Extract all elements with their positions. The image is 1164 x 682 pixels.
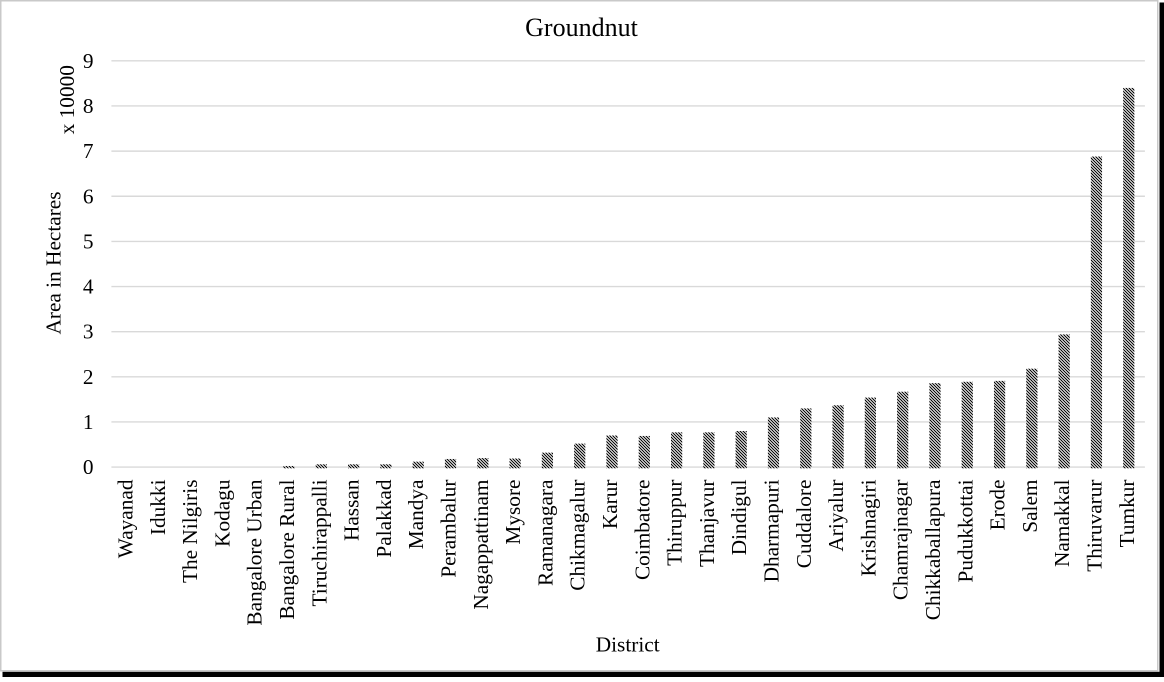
svg-text:Mandya: Mandya [404, 479, 428, 549]
svg-text:Dindigul: Dindigul [727, 479, 751, 555]
svg-text:Namakkal: Namakkal [1050, 479, 1074, 567]
svg-text:Thiruppur: Thiruppur [663, 480, 687, 566]
svg-text:Krishnagiri: Krishnagiri [856, 479, 880, 576]
svg-text:Cuddalore: Cuddalore [792, 480, 816, 569]
svg-text:Thanjavur: Thanjavur [695, 480, 719, 568]
svg-text:Coimbatore: Coimbatore [630, 480, 654, 581]
svg-text:Pudukkottai: Pudukkottai [953, 479, 977, 582]
svg-text:Chikkaballapura: Chikkaballapura [921, 479, 945, 620]
svg-text:Nagappattinam: Nagappattinam [469, 479, 493, 610]
svg-text:Area in Hectares: Area in Hectares [42, 191, 66, 334]
svg-text:Erode: Erode [986, 480, 1010, 531]
svg-text:Dharmapuri: Dharmapuri [759, 479, 783, 582]
svg-text:Wayanad: Wayanad [114, 479, 138, 558]
svg-text:2: 2 [83, 365, 94, 389]
svg-text:Groundnut: Groundnut [525, 13, 638, 42]
svg-text:Idukki: Idukki [146, 479, 170, 535]
svg-text:7: 7 [83, 139, 94, 163]
svg-text:x 10000: x 10000 [55, 65, 79, 134]
svg-text:0: 0 [83, 455, 94, 479]
svg-text:Tumkur: Tumkur [1115, 480, 1139, 548]
svg-text:3: 3 [83, 320, 94, 344]
svg-text:Tiruchirappalli: Tiruchirappalli [307, 479, 331, 606]
svg-text:Salem: Salem [1018, 479, 1042, 533]
svg-text:5: 5 [83, 229, 94, 253]
svg-text:Ariyalur: Ariyalur [824, 480, 848, 552]
svg-text:Hassan: Hassan [340, 479, 364, 541]
svg-text:6: 6 [83, 184, 94, 208]
svg-text:Karur: Karur [598, 480, 622, 530]
svg-text:Mysore: Mysore [501, 480, 525, 545]
svg-text:9: 9 [83, 49, 94, 73]
svg-text:4: 4 [83, 275, 94, 299]
svg-text:Bangalore Rural: Bangalore Rural [275, 479, 299, 619]
svg-text:Thiruvarur: Thiruvarur [1082, 480, 1106, 572]
svg-text:Kodagu: Kodagu [210, 479, 234, 547]
svg-text:1: 1 [83, 410, 94, 434]
svg-text:8: 8 [83, 94, 94, 118]
svg-text:District: District [596, 632, 660, 656]
svg-text:Chamrajnagar: Chamrajnagar [889, 479, 913, 600]
svg-text:Palakkad: Palakkad [372, 479, 396, 557]
svg-text:Perambalur: Perambalur [437, 480, 461, 578]
svg-text:Ramanagara: Ramanagara [533, 479, 557, 586]
svg-text:The Nilgiris: The Nilgiris [178, 480, 202, 584]
svg-text:Bangalore Urban: Bangalore Urban [243, 479, 267, 625]
svg-text:Chikmagalur: Chikmagalur [566, 480, 590, 591]
